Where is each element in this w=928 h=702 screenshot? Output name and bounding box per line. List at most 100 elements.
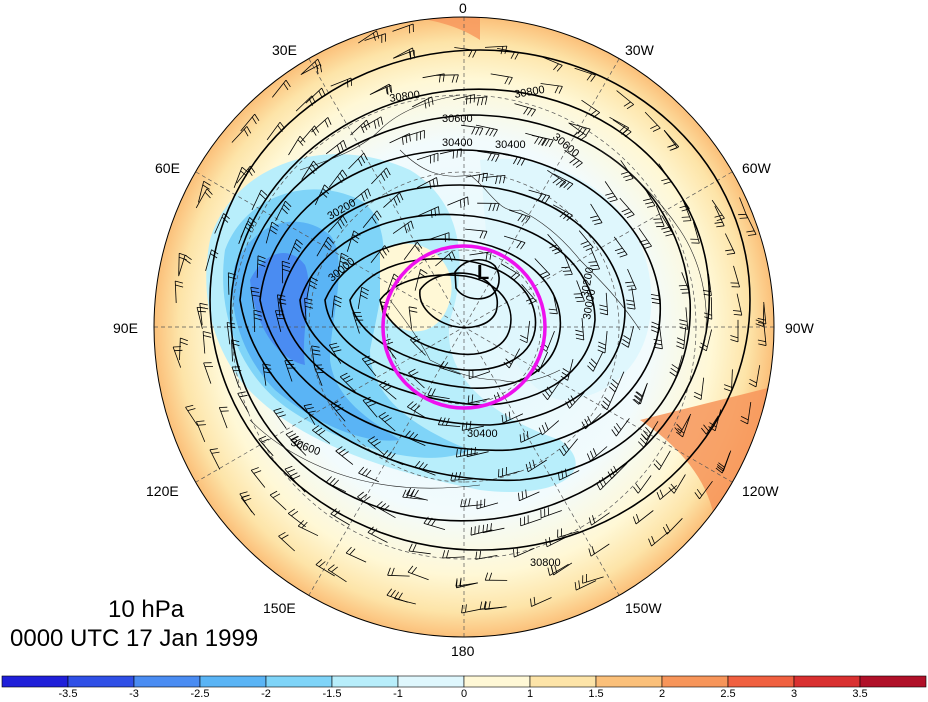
wind-barb-feather	[285, 200, 292, 207]
wind-barb-feather	[362, 355, 370, 360]
wind-barb-feather	[562, 270, 571, 272]
wind-barb-feather	[307, 410, 316, 413]
wind-barb	[227, 272, 230, 295]
wind-barb-feather	[227, 322, 235, 325]
wind-barb-feather	[243, 129, 249, 137]
wind-barb-feather	[563, 213, 570, 220]
wind-barb-feather	[379, 380, 387, 386]
wind-barb-feather	[383, 505, 390, 511]
wind-barb-feather	[537, 193, 543, 201]
wind-barb-feather	[175, 284, 184, 288]
wind-barb-feather	[726, 252, 735, 255]
wind-barb-feather	[624, 131, 632, 138]
wind-barb-feather	[247, 168, 253, 176]
wind-barb-feather	[282, 260, 291, 264]
wind-barb-feather	[645, 426, 651, 434]
wind-barb-feather	[607, 471, 613, 479]
colorbar-tick-label: -2	[261, 688, 271, 700]
wind-barb-feather	[315, 368, 324, 370]
colorbar-tick-label: 3.5	[852, 688, 868, 700]
wind-barbs	[172, 23, 767, 614]
colorbar	[1, 675, 927, 688]
wind-barb-feather	[404, 430, 411, 438]
wind-barb-feather	[564, 442, 570, 450]
wind-barb	[346, 230, 355, 252]
wind-barb-feather	[352, 234, 360, 240]
wind-barb	[331, 295, 335, 318]
wind-barb-feather	[616, 422, 622, 430]
wind-barb	[514, 103, 536, 110]
wind-barb-feather	[203, 331, 211, 334]
wind-barb	[604, 181, 618, 200]
wind-barb-feather	[483, 231, 488, 239]
wind-barb	[666, 518, 683, 535]
wind-barb-feather	[561, 445, 567, 453]
wind-barb	[714, 409, 722, 431]
wind-barb-feather	[251, 290, 260, 293]
wind-barb	[590, 446, 608, 462]
wind-barb	[269, 494, 287, 511]
wind-barb	[422, 73, 445, 79]
wind-barb-feather	[301, 521, 308, 529]
wind-barb	[454, 47, 477, 51]
wind-barb-feather	[613, 465, 618, 474]
wind-barb-feather	[575, 333, 584, 337]
wind-barb-feather	[318, 90, 323, 99]
colorbar-swatch	[331, 675, 399, 688]
wind-barb	[552, 292, 558, 314]
wind-barb	[627, 268, 637, 290]
wind-barb-feather	[278, 302, 287, 305]
wind-barb-feather	[320, 191, 328, 198]
wind-barb-feather	[538, 427, 543, 436]
wind-barb	[389, 133, 410, 144]
wind-barb-feather	[654, 346, 663, 350]
wind-barb-feather	[679, 327, 688, 330]
wind-barb-feather	[544, 422, 549, 430]
colorbar-tick-label: -1	[393, 688, 403, 700]
wind-barb-feather	[563, 181, 570, 189]
wind-barb-feather	[421, 463, 428, 471]
wind-barb-feather	[523, 107, 529, 115]
wind-barb	[714, 205, 725, 226]
wind-barb-feather	[639, 239, 648, 243]
colorbar-tick-label: -3	[129, 688, 139, 700]
longitude-label-150w: 150W	[625, 600, 662, 616]
wind-barb-feather	[291, 510, 299, 517]
contour-label: 30400	[467, 428, 498, 440]
wind-barb-feather	[700, 427, 707, 435]
wind-barb-feather	[467, 196, 469, 205]
wind-barb-feather	[318, 429, 326, 436]
wind-barb	[520, 432, 542, 443]
colorbar-tick-label: -1.5	[322, 688, 342, 700]
wind-barb-feather	[389, 453, 396, 460]
wind-barb	[295, 95, 313, 112]
wind-barb-feather	[647, 205, 656, 208]
wind-barb	[711, 199, 725, 219]
wind-barb	[576, 280, 585, 302]
wind-barb	[731, 369, 733, 392]
wind-barb	[659, 485, 678, 500]
wind-barb-feather	[532, 459, 536, 468]
longitude-label-150e: 150E	[263, 600, 296, 616]
colorbar-tick-label: -2.5	[190, 688, 210, 700]
wind-barb	[673, 474, 686, 494]
wind-barb	[290, 439, 307, 456]
wind-barb-feather	[488, 203, 492, 212]
wind-barb	[631, 287, 636, 310]
wind-barb-feather	[357, 491, 364, 498]
wind-barb-feather	[564, 274, 573, 276]
wind-barb-feather	[337, 176, 343, 184]
wind-barb	[287, 513, 306, 528]
wind-barb	[403, 241, 418, 260]
wind-barb-feather	[411, 371, 419, 376]
wind-barb	[615, 418, 630, 437]
wind-barb-feather	[551, 567, 554, 576]
wind-barb	[414, 466, 436, 476]
wind-barb-feather	[676, 337, 685, 342]
wind-barb-feather	[521, 491, 524, 500]
wind-barb-feather	[544, 389, 551, 397]
wind-barb-feather	[251, 467, 259, 471]
wind-barb	[644, 111, 661, 129]
wind-barb-feather	[316, 66, 319, 75]
wind-barb-feather	[285, 430, 294, 435]
